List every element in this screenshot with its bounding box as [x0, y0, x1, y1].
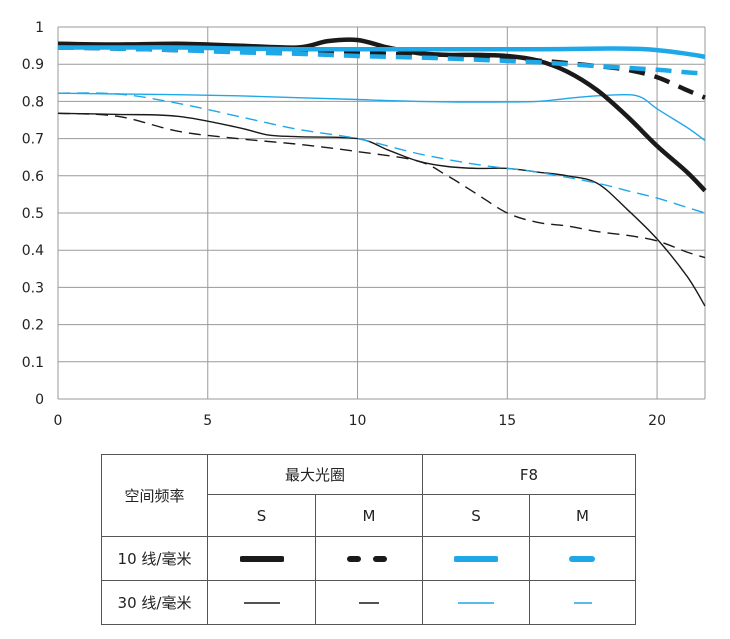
mtf-chart: 0 0.1 0.2 0.3 0.4 0.5 0.6 0.7 0.8 0.9 1 0 5 10 15 20 — [22, 20, 707, 429]
y-tick-label: 0 — [35, 392, 44, 408]
x-tick-label: 5 — [203, 413, 212, 429]
y-tick-label: 1 — [35, 20, 44, 36]
legend-row-30lpmm: 30 线/毫米 — [101, 580, 208, 625]
legend-sample-cell — [207, 536, 316, 581]
legend-sample-cell — [315, 536, 423, 581]
series-line-black-thick-dashed — [57, 45, 706, 100]
legend-spatial-frequency-header: 空间频率 — [101, 454, 208, 537]
y-tick-label: 0.8 — [22, 94, 44, 110]
series-line-blue-thick-dashed — [57, 45, 706, 76]
y-tick-label: 0.9 — [22, 57, 44, 73]
series-line-black-thin-solid — [57, 112, 706, 307]
legend-sample-cell — [529, 580, 636, 625]
legend-col-s-max: S — [207, 494, 316, 537]
legend-col-s-f8: S — [422, 494, 530, 537]
legend-sample-blue-thin-solid — [458, 601, 494, 604]
legend-sample-black-thin-solid — [243, 601, 280, 604]
y-axis: 0 0.1 0.2 0.3 0.4 0.5 0.6 0.7 0.8 0.9 1 — [22, 20, 44, 408]
legend-sample-black-thick-solid — [239, 555, 284, 562]
legend-sample-cell — [315, 580, 423, 625]
y-tick-label: 0.7 — [22, 132, 44, 148]
legend-row-10lpmm: 10 线/毫米 — [101, 536, 208, 581]
legend-sample-black-thick-dashed — [347, 555, 391, 562]
x-axis: 0 5 10 15 20 — [54, 413, 666, 429]
y-tick-label: 0.6 — [22, 169, 44, 185]
legend-sample-black-thin-dashed — [359, 601, 379, 604]
legend-sample-cell — [422, 536, 530, 581]
legend-sample-blue-thick-solid — [454, 555, 498, 562]
chart-series — [57, 37, 707, 307]
x-tick-label: 0 — [54, 413, 63, 429]
y-tick-label: 0.3 — [22, 280, 44, 296]
legend-sample-blue-thin-dashed — [573, 601, 592, 604]
legend-col-m-max: M — [315, 494, 423, 537]
x-tick-label: 20 — [648, 413, 666, 429]
chart-grid — [57, 26, 706, 400]
series-line-blue-thin-solid — [57, 92, 706, 142]
legend-col-m-f8: M — [529, 494, 636, 537]
legend-sample-cell — [422, 580, 530, 625]
series-line-blue-thin-dashed — [57, 92, 706, 214]
series-line-black-thick-solid — [57, 37, 707, 193]
legend-max-aperture-header: 最大光圈 — [207, 454, 423, 495]
series-line-black-thin-dashed — [57, 112, 706, 259]
legend-sample-blue-thick-dashed — [568, 555, 595, 562]
legend-table: 空间频率 最大光圈 F8 S M S M 10 线/毫米 30 线/毫米 — [101, 454, 636, 625]
y-tick-label: 0.4 — [22, 243, 44, 259]
legend-f8-header: F8 — [422, 454, 636, 495]
x-tick-label: 10 — [349, 413, 367, 429]
y-tick-label: 0.1 — [22, 355, 44, 371]
legend-sample-cell — [529, 536, 636, 581]
legend-sample-cell — [207, 580, 316, 625]
x-tick-label: 15 — [498, 413, 516, 429]
series-line-blue-thick-solid — [57, 45, 706, 60]
y-tick-label: 0.2 — [22, 318, 44, 334]
y-tick-label: 0.5 — [22, 206, 44, 222]
